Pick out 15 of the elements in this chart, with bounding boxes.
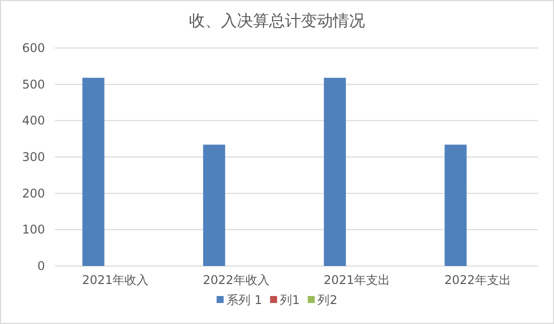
x-tick-label: 2022年收入	[202, 273, 270, 287]
y-tick-label: 100	[22, 222, 45, 237]
x-tick-label: 2021年支出	[324, 273, 390, 287]
y-tick-label: 600	[22, 41, 45, 55]
x-tick-label: 2021年收入	[82, 273, 149, 287]
y-tick-label: 300	[22, 150, 45, 164]
legend-label: 列1	[280, 293, 300, 307]
y-tick-label: 0	[37, 259, 45, 273]
x-tick-label: 2022年支出	[444, 273, 511, 287]
legend-label: 系列 1	[226, 293, 262, 307]
legend-label: 列2	[318, 293, 338, 307]
y-tick-label: 400	[22, 114, 45, 128]
y-tick-label: 200	[22, 186, 45, 200]
chart-title: 收、入决算总计变动情况	[189, 11, 365, 30]
y-tick-label: 500	[22, 77, 45, 92]
